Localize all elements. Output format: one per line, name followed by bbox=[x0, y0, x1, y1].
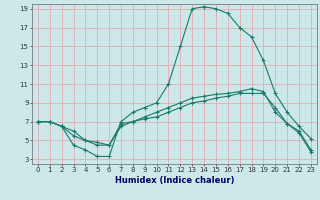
X-axis label: Humidex (Indice chaleur): Humidex (Indice chaleur) bbox=[115, 176, 234, 185]
